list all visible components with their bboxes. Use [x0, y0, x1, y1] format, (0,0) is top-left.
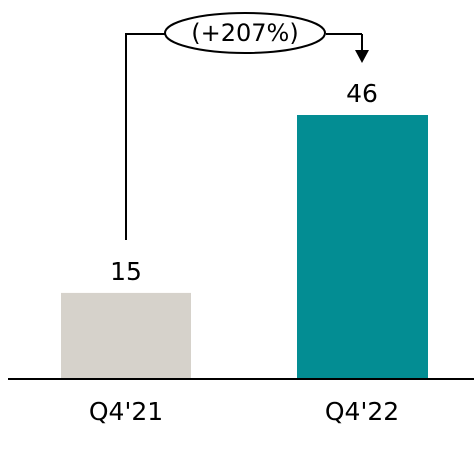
- value-label-q4-21: 15: [110, 257, 142, 286]
- category-label-q4-22: Q4'22: [325, 397, 399, 426]
- value-label-q4-22: 46: [346, 79, 378, 108]
- bar-q4-21: [61, 292, 191, 379]
- bar-q4-22: [297, 115, 428, 379]
- growth-annotation-label: (+207%): [191, 19, 298, 47]
- category-label-q4-21: Q4'21: [89, 397, 163, 426]
- growth-annotation-ellipse: [164, 12, 326, 54]
- growth-connector-line: [125, 33, 166, 240]
- growth-arrow-head: [355, 50, 369, 63]
